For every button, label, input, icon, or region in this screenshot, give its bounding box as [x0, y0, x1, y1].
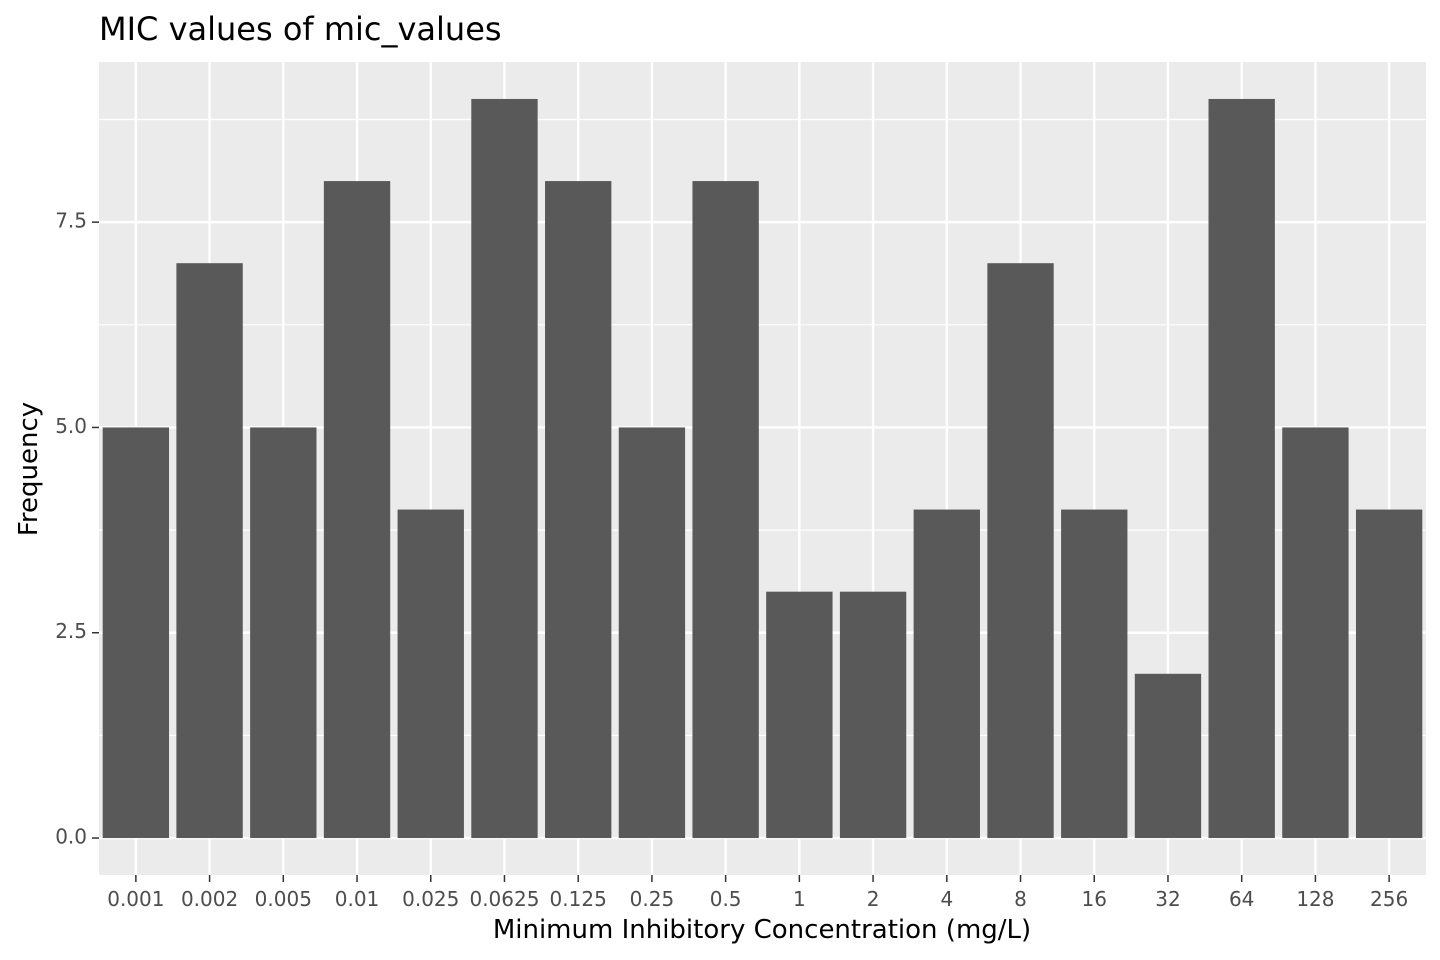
y-tick-label: 7.5 — [55, 209, 87, 233]
bar — [1134, 673, 1202, 839]
x-tick-label: 4 — [940, 887, 953, 911]
x-tick-label: 0.25 — [630, 887, 675, 911]
bar — [987, 263, 1054, 839]
x-tick-label: 0.0625 — [469, 887, 539, 911]
x-axis-title: Minimum Inhibitory Concentration (mg/L) — [493, 915, 1031, 945]
bar — [397, 509, 464, 839]
x-tick-label: 2 — [867, 887, 880, 911]
bar — [102, 427, 170, 839]
x-tick-label: 1 — [793, 887, 806, 911]
x-tick-label: 0.01 — [335, 887, 380, 911]
x-tick-label: 0.125 — [550, 887, 607, 911]
bar — [692, 181, 759, 839]
y-tick-label: 5.0 — [55, 414, 87, 438]
x-tick-label: 32 — [1155, 887, 1180, 911]
bar — [1208, 98, 1275, 839]
plot-panel — [99, 62, 1426, 875]
bar — [471, 98, 538, 839]
y-tick-label: 2.5 — [55, 619, 87, 643]
x-tick-label: 16 — [1082, 887, 1107, 911]
x-tick-label: 128 — [1296, 887, 1334, 911]
bar — [913, 509, 980, 839]
x-tick-label: 64 — [1229, 887, 1254, 911]
bar — [1061, 509, 1128, 839]
x-tick-label: 0.025 — [402, 887, 459, 911]
y-axis-title: Frequency — [14, 402, 44, 536]
bar — [1282, 427, 1349, 839]
x-tick-label: 0.005 — [255, 887, 312, 911]
bar — [618, 427, 686, 839]
x-tick-label: 0.002 — [181, 887, 238, 911]
bar — [250, 427, 317, 839]
chart-title: MIC values of mic_values — [99, 10, 502, 48]
x-tick-label: 0.5 — [710, 887, 742, 911]
x-tick-label: 256 — [1370, 887, 1408, 911]
x-tick-label: 0.001 — [107, 887, 164, 911]
bar — [323, 181, 391, 839]
bar — [1355, 509, 1423, 839]
bar — [766, 591, 833, 839]
bar — [839, 591, 907, 839]
bar — [176, 263, 243, 839]
bar — [545, 181, 612, 839]
y-tick-label: 0.0 — [55, 825, 87, 849]
x-tick-label: 8 — [1014, 887, 1027, 911]
